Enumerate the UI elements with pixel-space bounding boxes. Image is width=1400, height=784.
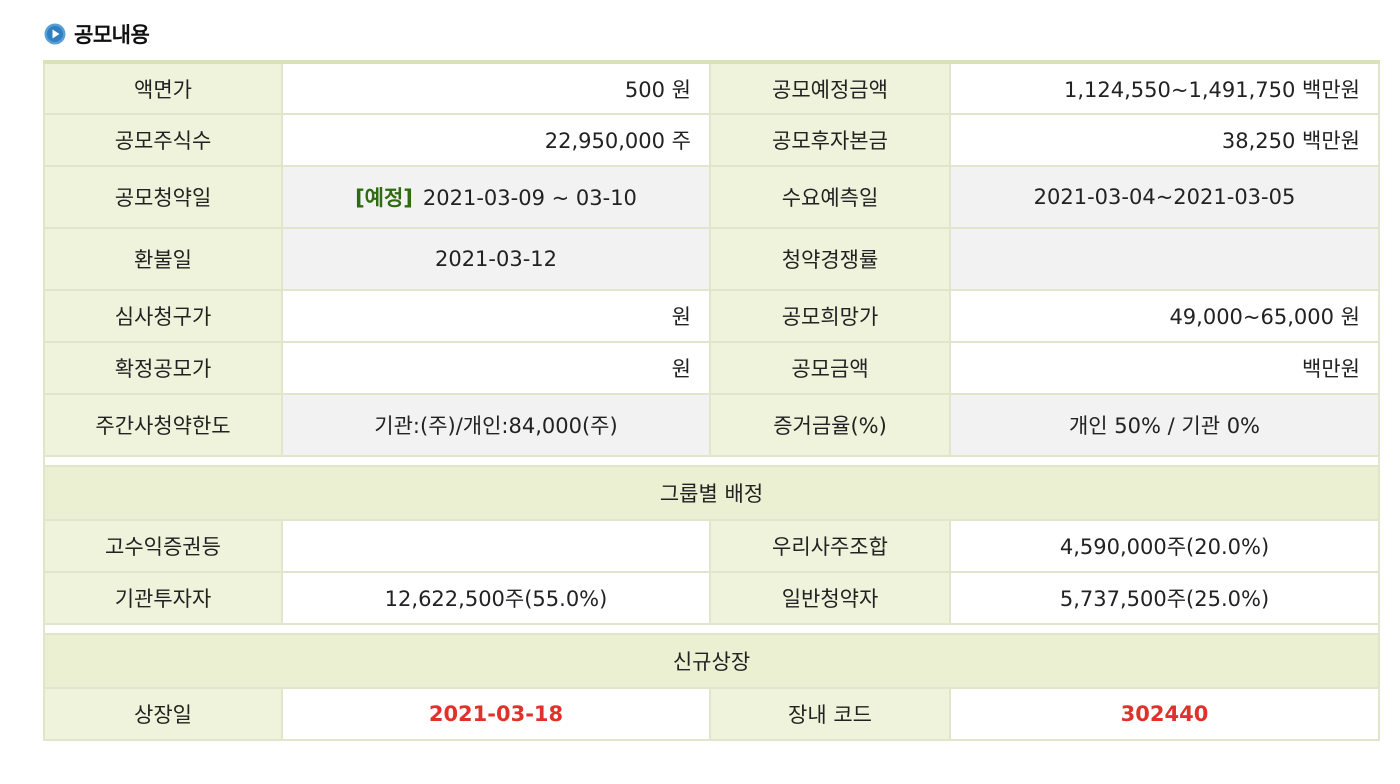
label-face-value: 액면가	[43, 61, 283, 115]
label-employee-union: 우리사주조합	[709, 519, 951, 573]
table-row: 그룹별 배정	[43, 465, 1380, 521]
table-row: 상장일 2021-03-18 장내 코드 302440	[43, 687, 1380, 741]
value-final-price: 원	[281, 341, 711, 395]
spacer-row	[43, 624, 1380, 634]
table-row: 액면가 500 원 공모예정금액 1,124,550~1,491,750 백만원	[43, 61, 1380, 115]
table-row: 심사청구가 원 공모희망가 49,000~65,000 원	[43, 289, 1380, 343]
value-deposit-rate: 개인 50% / 기관 0%	[949, 393, 1380, 457]
section-header: 공모내용	[44, 18, 150, 50]
value-planned-amount: 1,124,550~1,491,750 백만원	[949, 61, 1380, 115]
section-title: 공모내용	[74, 23, 150, 47]
table-row: 주간사청약한도 기관:(주)/개인:84,000(주) 증거금율(%) 개인 5…	[43, 393, 1380, 457]
value-employee-union: 4,590,000주(20.0%)	[949, 519, 1380, 573]
label-demand-forecast-date: 수요예측일	[709, 165, 951, 229]
value-refund-date: 2021-03-12	[281, 227, 711, 291]
group-allocation-header: 그룹별 배정	[43, 465, 1380, 521]
label-post-capital: 공모후자본금	[709, 113, 951, 167]
label-offering-amount: 공모금액	[709, 341, 951, 395]
value-competition-rate	[949, 227, 1380, 291]
label-offering-shares: 공모주식수	[43, 113, 283, 167]
label-desired-price: 공모희망가	[709, 289, 951, 343]
label-underwriter-limit: 주간사청약한도	[43, 393, 283, 457]
table-row: 공모청약일 [예정] 2021-03-09 ~ 03-10 수요예측일 2021-…	[43, 165, 1380, 229]
value-face-value: 500 원	[281, 61, 711, 115]
value-post-capital: 38,250 백만원	[949, 113, 1380, 167]
label-refund-date: 환불일	[43, 227, 283, 291]
label-competition-rate: 청약경쟁률	[709, 227, 951, 291]
value-high-yield	[281, 519, 711, 573]
value-demand-forecast-date: 2021-03-04~2021-03-05	[949, 165, 1380, 229]
value-review-price: 원	[281, 289, 711, 343]
subscription-date-text: 2021-03-09 ~ 03-10	[422, 186, 637, 210]
value-underwriter-limit: 기관:(주)/개인:84,000(주)	[281, 393, 711, 457]
label-high-yield: 고수익증권등	[43, 519, 283, 573]
ipo-info-table: 액면가 500 원 공모예정금액 1,124,550~1,491,750 백만원…	[43, 60, 1380, 741]
label-institutional: 기관투자자	[43, 571, 283, 625]
table-row: 고수익증권등 우리사주조합 4,590,000주(20.0%)	[43, 519, 1380, 573]
value-exchange-code: 302440	[949, 687, 1380, 741]
table-row: 신규상장	[43, 633, 1380, 689]
label-listing-date: 상장일	[43, 687, 283, 741]
value-institutional: 12,622,500주(55.0%)	[281, 571, 711, 625]
value-subscription-date: [예정] 2021-03-09 ~ 03-10	[281, 165, 711, 229]
value-listing-date: 2021-03-18	[281, 687, 711, 741]
label-final-price: 확정공모가	[43, 341, 283, 395]
spacer-row	[43, 456, 1380, 466]
scheduled-tag: [예정]	[355, 186, 413, 210]
label-exchange-code: 장내 코드	[709, 687, 951, 741]
table-row: 확정공모가 원 공모금액 백만원	[43, 341, 1380, 395]
label-subscription-date: 공모청약일	[43, 165, 283, 229]
table-row: 공모주식수 22,950,000 주 공모후자본금 38,250 백만원	[43, 113, 1380, 167]
value-offering-shares: 22,950,000 주	[281, 113, 711, 167]
label-planned-amount: 공모예정금액	[709, 61, 951, 115]
label-retail: 일반청약자	[709, 571, 951, 625]
value-desired-price: 49,000~65,000 원	[949, 289, 1380, 343]
table-row: 기관투자자 12,622,500주(55.0%) 일반청약자 5,737,500…	[43, 571, 1380, 625]
value-offering-amount: 백만원	[949, 341, 1380, 395]
value-retail: 5,737,500주(25.0%)	[949, 571, 1380, 625]
label-deposit-rate: 증거금율(%)	[709, 393, 951, 457]
play-bullet-icon	[44, 23, 66, 45]
table-row: 환불일 2021-03-12 청약경쟁률	[43, 227, 1380, 291]
new-listing-header: 신규상장	[43, 633, 1380, 689]
label-review-price: 심사청구가	[43, 289, 283, 343]
